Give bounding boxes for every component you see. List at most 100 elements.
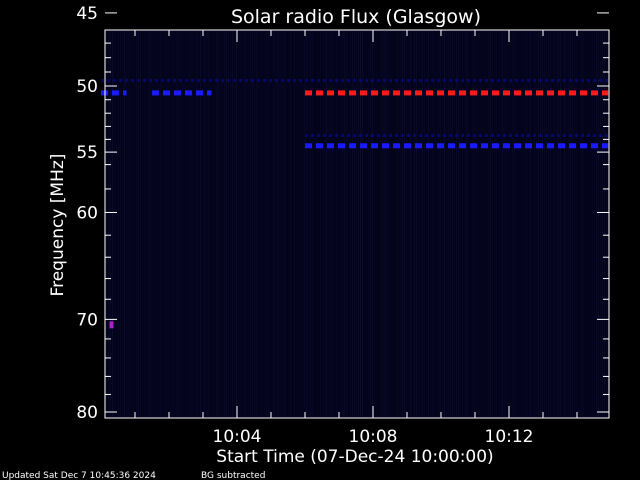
faint-band-53.7MHz-segment [353,134,356,138]
noise-stripe [428,31,429,417]
faint-band-49.6MHz-segment [191,78,194,82]
noise-stripe [226,31,227,417]
noise-stripe [280,31,281,417]
faint-band-53.7MHz-segment [485,134,488,138]
faint-band-49.6MHz-segment [569,78,572,82]
noise-stripe [354,31,355,417]
noise-stripe [430,31,431,417]
faint-band-49.6MHz-segment [203,78,206,82]
noise-stripe [300,31,301,417]
noise-stripe [360,31,361,417]
faint-band-53.7MHz-segment [467,134,470,138]
faint-band-49.6MHz-segment [581,78,584,82]
faint-band-53.7MHz-segment [479,134,482,138]
x-tick-label-2: 10:08 [349,427,398,447]
faint-band-49.6MHz-segment [209,78,212,82]
noise-stripe [552,31,553,417]
noise-stripe [268,31,269,417]
noise-stripe [524,31,525,417]
faint-band-49.6MHz-segment [137,78,140,82]
noise-stripe [416,31,417,417]
noise-stripe [412,31,413,417]
faint-band-49.6MHz-segment [401,78,404,82]
y-tick-label-70: 70 [76,310,98,330]
noise-stripe [174,31,175,417]
noise-stripe [534,31,535,417]
noise-stripe [228,31,229,417]
faint-band-53.7MHz-segment [563,134,566,138]
noise-stripe [240,31,241,417]
faint-band-53.7MHz-segment [449,134,452,138]
faint-band-49.6MHz-segment [503,78,506,82]
noise-stripe [230,31,231,417]
noise-stripe [320,31,321,417]
faint-band-53.7MHz-segment [515,134,518,138]
faint-band-49.6MHz-segment [311,78,314,82]
noise-stripe [136,31,137,417]
blue-band-50.5MHz-mid-segment [163,90,170,96]
feature-layer [101,78,609,329]
red-band-50.5MHz-segment [426,90,433,96]
faint-band-53.7MHz-segment [455,134,458,138]
noise-stripe [178,31,179,417]
y-tick-label-45: 45 [76,4,98,24]
noise-stripe [494,31,495,417]
faint-band-53.7MHz-segment [587,134,590,138]
noise-stripe [150,31,151,417]
faint-band-49.6MHz-segment [407,78,410,82]
noise-stripe [168,31,169,417]
noise-stripe [508,31,509,417]
noise-stripe [464,31,465,417]
noise-stripe [106,31,107,417]
noise-stripe [328,31,329,417]
faint-band-49.6MHz-segment [413,78,416,82]
noise-stripe [398,31,399,417]
noise-stripe [486,31,487,417]
noise-stripe [478,31,479,417]
blue-band-54.5MHz-segment [591,143,598,149]
faint-band-49.6MHz-segment [179,78,182,82]
faint-band-53.7MHz-segment [533,134,536,138]
noise-stripe [504,31,505,417]
noise-stripe [544,31,545,417]
noise-stripe [298,31,299,417]
faint-band-49.6MHz-segment [125,78,128,82]
noise-stripe [598,31,599,417]
y-tick-label-55: 55 [76,143,98,163]
noise-stripe [248,31,249,417]
noise-stripe [594,31,595,417]
noise-stripe [414,31,415,417]
faint-band-49.6MHz-segment [161,78,164,82]
noise-stripe [128,31,129,417]
noise-stripe [556,31,557,417]
noise-stripe [302,31,303,417]
noise-stripe [186,31,187,417]
noise-stripe [200,31,201,417]
noise-stripe [324,31,325,417]
noise-stripe [238,31,239,417]
noise-stripe [212,31,213,417]
noise-stripe [148,31,149,417]
faint-band-49.6MHz-segment [113,78,116,82]
noise-stripe [364,31,365,417]
faint-band-53.7MHz-segment [461,134,464,138]
noise-stripe [340,31,341,417]
noise-stripe [526,31,527,417]
noise-stripe [166,31,167,417]
noise-stripe [294,31,295,417]
faint-band-53.7MHz-segment [395,134,398,138]
noise-stripe [210,31,211,417]
faint-band-53.7MHz-segment [437,134,440,138]
faint-band-49.6MHz-segment [575,78,578,82]
noise-stripe [206,31,207,417]
faint-band-53.7MHz-segment [473,134,476,138]
y-tick-label-60: 60 [76,203,98,223]
blue-band-54.5MHz-segment [382,143,389,149]
noise-stripe [538,31,539,417]
noise-stripe [454,31,455,417]
faint-band-49.6MHz-segment [143,78,146,82]
faint-band-53.7MHz-segment [551,134,554,138]
footer-bg-subtracted: BG subtracted [201,471,265,480]
faint-band-53.7MHz-segment [425,134,428,138]
noise-stripe [250,31,251,417]
